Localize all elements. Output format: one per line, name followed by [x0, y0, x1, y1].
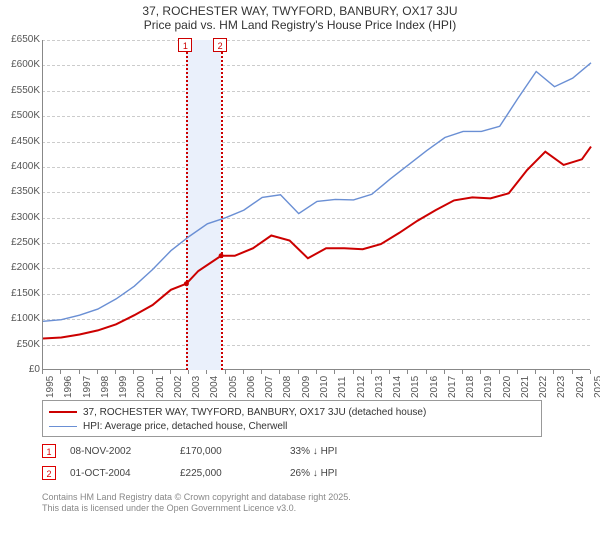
x-tick-label: 2023 [556, 376, 567, 398]
x-tick-label: 2000 [136, 376, 147, 398]
note-price: £170,000 [180, 446, 290, 457]
x-tick-label: 2020 [502, 376, 513, 398]
x-tick-label: 1996 [63, 376, 74, 398]
x-tick-label: 2010 [319, 376, 330, 398]
x-tick-label: 2012 [356, 376, 367, 398]
y-tick-label: £300K [0, 212, 40, 223]
chart-title: 37, ROCHESTER WAY, TWYFORD, BANBURY, OX1… [0, 0, 600, 34]
x-tick-label: 2004 [209, 376, 220, 398]
x-tick-label: 2005 [228, 376, 239, 398]
x-tick-label: 2007 [264, 376, 275, 398]
x-tick-label: 1997 [82, 376, 93, 398]
x-tick-label: 2002 [173, 376, 184, 398]
x-tick-label: 1999 [118, 376, 129, 398]
note-diff: 33% ↓ HPI [290, 446, 400, 457]
legend-swatch [49, 426, 77, 427]
transaction-note: 2 01-OCT-2004 £225,000 26% ↓ HPI [42, 466, 572, 480]
y-tick-label: £400K [0, 161, 40, 172]
y-tick-label: £50K [0, 339, 40, 350]
series-marker [184, 281, 189, 286]
transaction-note: 1 08-NOV-2002 £170,000 33% ↓ HPI [42, 444, 572, 458]
event-marker-box: 2 [213, 38, 227, 52]
x-tick-label: 2016 [429, 376, 440, 398]
x-tick-label: 2018 [465, 376, 476, 398]
y-tick-label: £200K [0, 262, 40, 273]
x-tick-label: 2025 [593, 376, 600, 398]
y-tick-label: £600K [0, 59, 40, 70]
x-tick-label: 2006 [246, 376, 257, 398]
y-tick-label: £150K [0, 288, 40, 299]
y-tick-label: £0 [0, 364, 40, 375]
title-line-2: Price paid vs. HM Land Registry's House … [0, 18, 600, 32]
note-date: 01-OCT-2004 [70, 468, 180, 479]
series-line [43, 147, 591, 339]
note-date: 08-NOV-2002 [70, 446, 180, 457]
y-tick-label: £100K [0, 313, 40, 324]
x-tick-label: 1998 [100, 376, 111, 398]
series-marker [219, 253, 224, 258]
note-price: £225,000 [180, 468, 290, 479]
y-tick-label: £250K [0, 237, 40, 248]
legend-label: HPI: Average price, detached house, Cher… [83, 421, 287, 432]
credits: Contains HM Land Registry data © Crown c… [42, 492, 351, 515]
x-tick-label: 2008 [282, 376, 293, 398]
y-tick-label: £450K [0, 136, 40, 147]
x-tick-label: 2001 [155, 376, 166, 398]
legend: 37, ROCHESTER WAY, TWYFORD, BANBURY, OX1… [42, 400, 542, 437]
x-tick-label: 2011 [337, 376, 348, 398]
note-marker-box: 2 [42, 466, 56, 480]
event-marker-box: 1 [178, 38, 192, 52]
legend-item: 37, ROCHESTER WAY, TWYFORD, BANBURY, OX1… [49, 405, 535, 419]
x-tick-label: 2022 [538, 376, 549, 398]
x-tick-label: 2013 [374, 376, 385, 398]
legend-swatch [49, 411, 77, 413]
x-tick-label: 2014 [392, 376, 403, 398]
x-tick-label: 2009 [301, 376, 312, 398]
credits-line: This data is licensed under the Open Gov… [42, 503, 351, 514]
y-tick-label: £650K [0, 34, 40, 45]
x-tick-label: 2003 [191, 376, 202, 398]
y-tick-label: £550K [0, 85, 40, 96]
line-plot [43, 40, 591, 370]
x-tick-label: 2019 [483, 376, 494, 398]
x-tick-label: 2015 [410, 376, 421, 398]
x-tick-label: 2024 [575, 376, 586, 398]
x-tick-label: 2021 [520, 376, 531, 398]
y-tick-label: £350K [0, 186, 40, 197]
y-tick-label: £500K [0, 110, 40, 121]
legend-label: 37, ROCHESTER WAY, TWYFORD, BANBURY, OX1… [83, 407, 426, 418]
credits-line: Contains HM Land Registry data © Crown c… [42, 492, 351, 503]
note-marker-box: 1 [42, 444, 56, 458]
plot-area [42, 40, 590, 370]
x-tick-label: 1995 [45, 376, 56, 398]
title-line-1: 37, ROCHESTER WAY, TWYFORD, BANBURY, OX1… [0, 4, 600, 18]
legend-item: HPI: Average price, detached house, Cher… [49, 419, 535, 433]
chart-container: { "title": { "line1": "37, ROCHESTER WAY… [0, 0, 600, 560]
x-tick-label: 2017 [447, 376, 458, 398]
note-diff: 26% ↓ HPI [290, 468, 400, 479]
